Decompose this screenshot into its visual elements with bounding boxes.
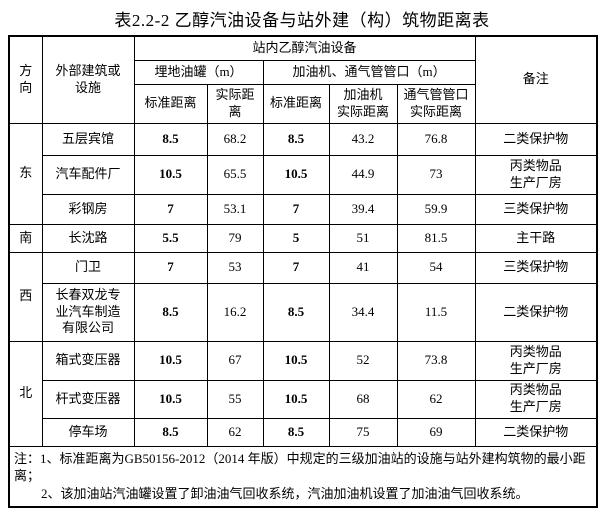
header-buried-tank-group: 埋地油罐（m）: [133, 59, 264, 85]
facility-cell: 停车场: [41, 417, 135, 447]
direction-cell-north: 北: [8, 340, 43, 447]
tank-actual-cell: 68.2: [206, 122, 264, 156]
dispenser-standard-cell: 8.5: [262, 282, 330, 342]
header-row-1: 方 向 外部建筑或 设施 站内乙醇汽油设备 备注: [8, 35, 598, 124]
remark-cell: 三类保护物: [474, 193, 598, 225]
note-line-1: 注：1、标准距离为GB50156-2012（2014 年版）中规定的三级加油站的…: [14, 450, 586, 484]
dispenser-standard-cell: 7: [262, 251, 330, 284]
vent-actual-cell: 11.5: [396, 282, 476, 342]
tank-standard-cell: 8.5: [133, 122, 208, 156]
vent-actual-cell: 69: [396, 417, 476, 447]
tank-standard-cell: 10.5: [133, 340, 208, 381]
tank-standard-cell: 8.5: [133, 282, 208, 342]
header-dispenser-vent-group: 加油机、通气管管口（m）: [262, 59, 476, 85]
facility-cell: 门卫: [41, 251, 135, 284]
table-row: 汽车配件厂 10.5 65.5 10.5 44.9 73 丙类物品 生产厂房: [9, 154, 598, 195]
vent-actual-cell: 73.8: [396, 340, 476, 381]
direction-cell-east: 东: [8, 122, 43, 225]
header-station-equipment-group: 站内乙醇汽油设备: [133, 35, 476, 61]
vent-actual-cell: 81.5: [396, 223, 476, 253]
header-facility: 外部建筑或 设施: [41, 35, 135, 124]
dispenser-actual-cell: 75: [328, 417, 398, 447]
dispenser-standard-cell: 10.5: [262, 340, 330, 381]
dispenser-standard-cell: 7: [262, 193, 330, 225]
dispenser-standard-cell: 5: [262, 223, 330, 253]
facility-cell: 长沈路: [41, 223, 135, 253]
vent-actual-cell: 59.9: [396, 193, 476, 225]
tank-actual-cell: 67: [206, 340, 264, 381]
header-tank-actual: 实际距离: [206, 83, 264, 124]
remark-cell: 丙类物品 生产厂房: [474, 340, 598, 381]
dispenser-actual-cell: 51: [328, 223, 398, 253]
remark-cell: 二类保护物: [474, 417, 598, 447]
header-dispenser-standard: 标准距离: [262, 83, 330, 124]
direction-cell-south: 南: [8, 223, 43, 253]
tank-standard-cell: 7: [133, 193, 208, 225]
table-row: 长春双龙专 业汽车制造 有限公司 8.5 16.2 8.5 34.4 11.5 …: [9, 282, 598, 342]
header-row-2: 埋地油罐（m） 加油机、通气管管口（m）: [9, 59, 597, 85]
remark-cell: 二类保护物: [474, 122, 598, 156]
header-tank-standard: 标准距离: [133, 83, 208, 124]
notes-row: 注：1、标准距离为GB50156-2012（2014 年版）中规定的三级加油站的…: [8, 445, 598, 508]
tank-actual-cell: 53: [206, 251, 264, 284]
table-title: 表2.2-2 乙醇汽油设备与站外建（构）筑物距离表: [114, 11, 490, 30]
dispenser-actual-cell: 34.4: [328, 282, 398, 342]
tank-actual-cell: 53.1: [206, 193, 264, 225]
tank-standard-cell: 7: [133, 251, 208, 284]
facility-cell: 箱式变压器: [41, 340, 135, 381]
dispenser-actual-cell: 44.9: [328, 154, 398, 195]
vent-actual-cell: 76.8: [396, 122, 476, 156]
remark-cell: 主干路: [474, 223, 598, 253]
header-remark: 备注: [474, 35, 598, 124]
dispenser-standard-cell: 10.5: [262, 154, 330, 195]
notes-cell: 注：1、标准距离为GB50156-2012（2014 年版）中规定的三级加油站的…: [8, 445, 598, 508]
dispenser-standard-cell: 8.5: [262, 122, 330, 156]
dispenser-actual-cell: 39.4: [328, 193, 398, 225]
dispenser-actual-cell: 41: [328, 251, 398, 284]
facility-cell: 长春双龙专 业汽车制造 有限公司: [41, 282, 135, 342]
tank-actual-cell: 55: [206, 379, 264, 419]
vent-actual-cell: 54: [396, 251, 476, 284]
facility-cell: 彩钢房: [41, 193, 135, 225]
header-direction: 方 向: [8, 35, 43, 124]
table-row: 南 长沈路 5.5 79 5 51 81.5 主干路: [8, 223, 598, 253]
dispenser-actual-cell: 68: [328, 379, 398, 419]
facility-cell: 五层宾馆: [41, 122, 135, 156]
table-row: 东 五层宾馆 8.5 68.2 8.5 43.2 76.8 二类保护物: [8, 122, 598, 225]
table-row: 停车场 8.5 62 8.5 75 69 二类保护物: [9, 417, 598, 447]
distance-table: 方 向 外部建筑或 设施 站内乙醇汽油设备 备注 埋地油罐（m） 加油机、通气管…: [8, 35, 599, 508]
tank-standard-cell: 10.5: [133, 379, 208, 419]
facility-cell: 杆式变压器: [41, 379, 135, 419]
direction-cell-west: 西: [8, 251, 43, 342]
table-row: 彩钢房 7 53.1 7 39.4 59.9 三类保护物: [9, 193, 598, 225]
table-row: 杆式变压器 10.5 55 10.5 68 62 丙类物品 生产厂房: [9, 379, 598, 419]
vent-actual-cell: 62: [396, 379, 476, 419]
header-row-3: 标准距离 实际距离 标准距离 加油机 实际距离 通气管管口 实际距离: [9, 83, 597, 124]
remark-cell: 三类保护物: [474, 251, 598, 284]
tank-standard-cell: 8.5: [133, 417, 208, 447]
tank-actual-cell: 79: [206, 223, 264, 253]
table-row: 北 箱式变压器 10.5 67 10.5 52 73.8 丙类物品 生产厂房: [8, 340, 598, 447]
tank-standard-cell: 5.5: [133, 223, 208, 253]
dispenser-actual-cell: 43.2: [328, 122, 398, 156]
vent-actual-cell: 73: [396, 154, 476, 195]
remark-cell: 二类保护物: [474, 282, 598, 342]
facility-cell: 汽车配件厂: [41, 154, 135, 195]
header-dispenser-actual: 加油机 实际距离: [328, 83, 398, 124]
table-row: 西 门卫 7 53 7 41 54 三类保护物: [8, 251, 598, 342]
header-vent-actual: 通气管管口 实际距离: [396, 83, 476, 124]
tank-actual-cell: 16.2: [206, 282, 264, 342]
dispenser-standard-cell: 8.5: [262, 417, 330, 447]
tank-standard-cell: 10.5: [133, 154, 208, 195]
remark-cell: 丙类物品 生产厂房: [474, 379, 598, 419]
dispenser-standard-cell: 10.5: [262, 379, 330, 419]
tank-actual-cell: 62: [206, 417, 264, 447]
tank-actual-cell: 65.5: [206, 154, 264, 195]
remark-cell: 丙类物品 生产厂房: [474, 154, 598, 195]
dispenser-actual-cell: 52: [328, 340, 398, 381]
note-line-2: 2、该加油站汽油罐设置了卸油油气回收系统，汽油加油机设置了加油油气回收系统。: [41, 485, 529, 501]
